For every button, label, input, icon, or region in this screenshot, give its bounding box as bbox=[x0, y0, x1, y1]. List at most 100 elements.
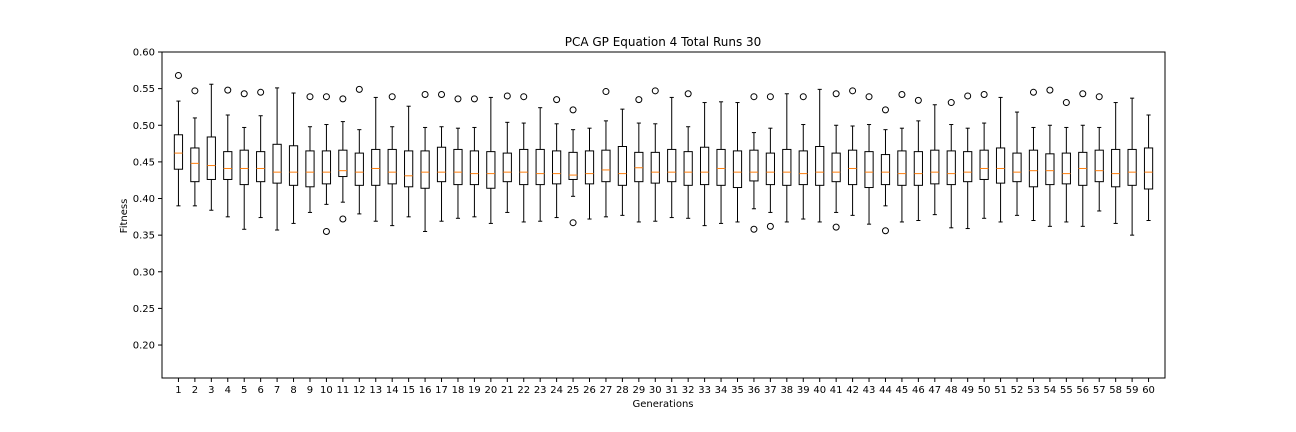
x-tick-label: 33 bbox=[698, 385, 711, 396]
x-tick-label: 26 bbox=[583, 385, 596, 396]
x-tick-label: 28 bbox=[616, 385, 629, 396]
x-tick-label: 52 bbox=[1011, 385, 1024, 396]
iqr-box bbox=[732, 150, 743, 189]
box-group bbox=[716, 101, 726, 224]
flier-point bbox=[832, 223, 840, 231]
x-tick-label: 41 bbox=[830, 385, 843, 396]
flier-point bbox=[355, 85, 363, 93]
box-group bbox=[288, 92, 299, 224]
flier-point bbox=[865, 93, 873, 101]
flier-point bbox=[1079, 90, 1087, 98]
box-group bbox=[1127, 97, 1137, 236]
flier-point bbox=[1062, 99, 1070, 107]
box-group bbox=[1078, 90, 1088, 227]
flier-point bbox=[799, 93, 807, 101]
box-group bbox=[338, 95, 348, 223]
iqr-box bbox=[436, 146, 447, 183]
x-tick-label: 20 bbox=[484, 385, 497, 396]
x-tick-label: 32 bbox=[682, 385, 695, 396]
box-group bbox=[897, 90, 907, 223]
x-tick-label: 43 bbox=[863, 385, 876, 396]
y-tick-label: 0.25 bbox=[133, 304, 155, 315]
box-group bbox=[502, 92, 512, 213]
x-tick-label: 17 bbox=[435, 385, 448, 396]
x-tick-label: 25 bbox=[567, 385, 580, 396]
iqr-box bbox=[782, 148, 792, 186]
iqr-box bbox=[601, 149, 611, 183]
boxes-layer bbox=[173, 71, 1154, 236]
x-tick-label: 30 bbox=[649, 385, 662, 396]
flier-point bbox=[849, 87, 857, 95]
flier-point bbox=[174, 71, 182, 79]
flier-point bbox=[750, 225, 758, 233]
box-group bbox=[206, 83, 216, 211]
box-group bbox=[190, 87, 200, 207]
box-group bbox=[404, 105, 414, 218]
x-tick-label: 14 bbox=[386, 385, 399, 396]
flier-point bbox=[881, 227, 889, 235]
box-group bbox=[979, 90, 989, 219]
iqr-box bbox=[305, 150, 315, 188]
iqr-box bbox=[387, 148, 397, 185]
box-group bbox=[1143, 114, 1154, 221]
x-tick-label: 10 bbox=[320, 385, 333, 396]
iqr-box bbox=[552, 150, 562, 185]
x-tick-label: 19 bbox=[468, 385, 481, 396]
box-group bbox=[963, 92, 973, 230]
x-tick-label: 9 bbox=[307, 385, 313, 396]
box-group bbox=[568, 106, 578, 227]
flier-point bbox=[1095, 93, 1103, 101]
iqr-box bbox=[469, 150, 480, 186]
chart-title: PCA GP Equation 4 Total Runs 30 bbox=[565, 35, 762, 49]
x-axis: 1 2 3 4 5 6 7 8 9 10 11 12 13 14 15 16 17 18 19 20 21 22 23 24 2… bbox=[175, 378, 1155, 396]
flier-point bbox=[1029, 88, 1037, 96]
x-tick-label: 8 bbox=[290, 385, 296, 396]
iqr-box bbox=[831, 152, 841, 183]
flier-point bbox=[914, 96, 922, 104]
iqr-box bbox=[173, 134, 184, 170]
box-group bbox=[305, 93, 315, 213]
x-tick-label: 11 bbox=[337, 385, 350, 396]
iqr-box bbox=[486, 151, 496, 189]
x-tick-label: 29 bbox=[632, 385, 645, 396]
box-group bbox=[601, 88, 611, 218]
flier-point bbox=[191, 87, 199, 95]
x-tick-label: 60 bbox=[1142, 385, 1155, 396]
x-tick-label: 4 bbox=[225, 385, 231, 396]
box-group bbox=[617, 108, 628, 216]
x-tick-label: 48 bbox=[945, 385, 958, 396]
x-tick-label: 23 bbox=[534, 385, 547, 396]
x-tick-label: 6 bbox=[257, 385, 263, 396]
iqr-box bbox=[683, 151, 693, 186]
box-group bbox=[371, 96, 381, 222]
box-group bbox=[1012, 111, 1022, 216]
x-tick-label: 59 bbox=[1126, 385, 1139, 396]
flier-point bbox=[947, 99, 955, 107]
box-group bbox=[453, 95, 463, 219]
box-group bbox=[469, 95, 480, 218]
x-tick-label: 27 bbox=[600, 385, 613, 396]
y-tick-label: 0.60 bbox=[133, 48, 155, 59]
y-tick-label: 0.35 bbox=[133, 231, 155, 242]
flier-point bbox=[322, 93, 330, 101]
x-tick-label: 15 bbox=[402, 385, 415, 396]
x-tick-label: 42 bbox=[846, 385, 859, 396]
iqr-box bbox=[354, 152, 364, 186]
box-group bbox=[1045, 86, 1055, 227]
flier-point bbox=[651, 87, 659, 95]
box-group bbox=[256, 88, 266, 219]
x-tick-label: 1 bbox=[175, 385, 181, 396]
iqr-box bbox=[453, 148, 463, 186]
y-tick-label: 0.40 bbox=[133, 194, 155, 205]
iqr-box bbox=[847, 149, 858, 186]
box-group bbox=[864, 93, 874, 225]
iqr-box bbox=[420, 150, 430, 189]
y-axis: 0.20 0.25 0.30 0.35 0.40 0.45 0.50 0.55 0.60 bbox=[133, 48, 162, 352]
box-group bbox=[798, 93, 808, 220]
iqr-box bbox=[1012, 152, 1022, 183]
y-tick-label: 0.55 bbox=[133, 84, 155, 95]
box-group bbox=[831, 90, 841, 231]
x-tick-label: 13 bbox=[369, 385, 382, 396]
flier-point bbox=[470, 95, 478, 103]
